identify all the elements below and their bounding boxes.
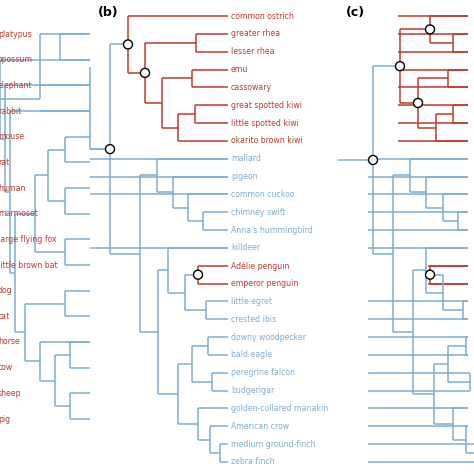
Text: mouse: mouse xyxy=(0,132,24,141)
Text: sheep: sheep xyxy=(0,389,21,398)
Circle shape xyxy=(395,62,404,71)
Text: okarito brown kiwi: okarito brown kiwi xyxy=(231,137,303,146)
Text: pig: pig xyxy=(0,414,10,423)
Text: chimney swift: chimney swift xyxy=(231,208,285,217)
Text: little egret: little egret xyxy=(231,297,272,306)
Text: Anna's hummingbird: Anna's hummingbird xyxy=(231,226,313,235)
Circle shape xyxy=(368,155,377,164)
Text: human: human xyxy=(0,183,26,192)
Text: greater rhea: greater rhea xyxy=(231,29,280,38)
Text: horse: horse xyxy=(0,337,20,346)
Text: bald eagle: bald eagle xyxy=(231,350,272,359)
Text: pigeon: pigeon xyxy=(231,172,257,181)
Text: emperor penguin: emperor penguin xyxy=(231,279,298,288)
Text: dog: dog xyxy=(0,286,13,295)
Text: rabbit: rabbit xyxy=(0,107,21,116)
Circle shape xyxy=(140,68,149,77)
Text: little spotted kiwi: little spotted kiwi xyxy=(231,118,299,128)
Text: Adélie penguin: Adélie penguin xyxy=(231,261,290,271)
Text: rat: rat xyxy=(0,158,9,167)
Text: medium ground-finch: medium ground-finch xyxy=(231,440,316,449)
Text: elephant: elephant xyxy=(0,81,33,90)
Text: cat: cat xyxy=(0,312,10,321)
Text: platypus: platypus xyxy=(0,29,32,38)
Text: downy woodpecker: downy woodpecker xyxy=(231,333,306,342)
Text: large flying fox: large flying fox xyxy=(0,235,56,244)
Circle shape xyxy=(193,270,202,279)
Text: zebra finch: zebra finch xyxy=(231,457,274,466)
Circle shape xyxy=(426,25,435,34)
Text: golden-collared manakin: golden-collared manakin xyxy=(231,404,328,413)
Circle shape xyxy=(426,270,435,279)
Text: little brown bat: little brown bat xyxy=(0,261,58,270)
Text: budgerigar: budgerigar xyxy=(231,386,274,395)
Text: cassowary: cassowary xyxy=(231,83,272,92)
Text: lesser rhea: lesser rhea xyxy=(231,47,274,56)
Text: crested ibis: crested ibis xyxy=(231,315,276,324)
Text: opossum: opossum xyxy=(0,55,33,64)
Circle shape xyxy=(106,145,115,154)
Text: emu: emu xyxy=(231,65,248,74)
Text: (b): (b) xyxy=(98,6,118,19)
Text: cow: cow xyxy=(0,363,13,372)
Text: common cuckoo: common cuckoo xyxy=(231,190,294,199)
Text: common ostrich: common ostrich xyxy=(231,11,294,20)
Circle shape xyxy=(413,99,422,108)
Circle shape xyxy=(124,40,133,49)
Text: (c): (c) xyxy=(346,6,365,19)
Text: marmoset: marmoset xyxy=(0,209,38,218)
Text: killdeer: killdeer xyxy=(231,244,260,253)
Text: great spotted kiwi: great spotted kiwi xyxy=(231,100,302,109)
Text: American crow: American crow xyxy=(231,422,289,431)
Text: mallard: mallard xyxy=(231,154,261,163)
Text: peregrine falcon: peregrine falcon xyxy=(231,368,295,377)
